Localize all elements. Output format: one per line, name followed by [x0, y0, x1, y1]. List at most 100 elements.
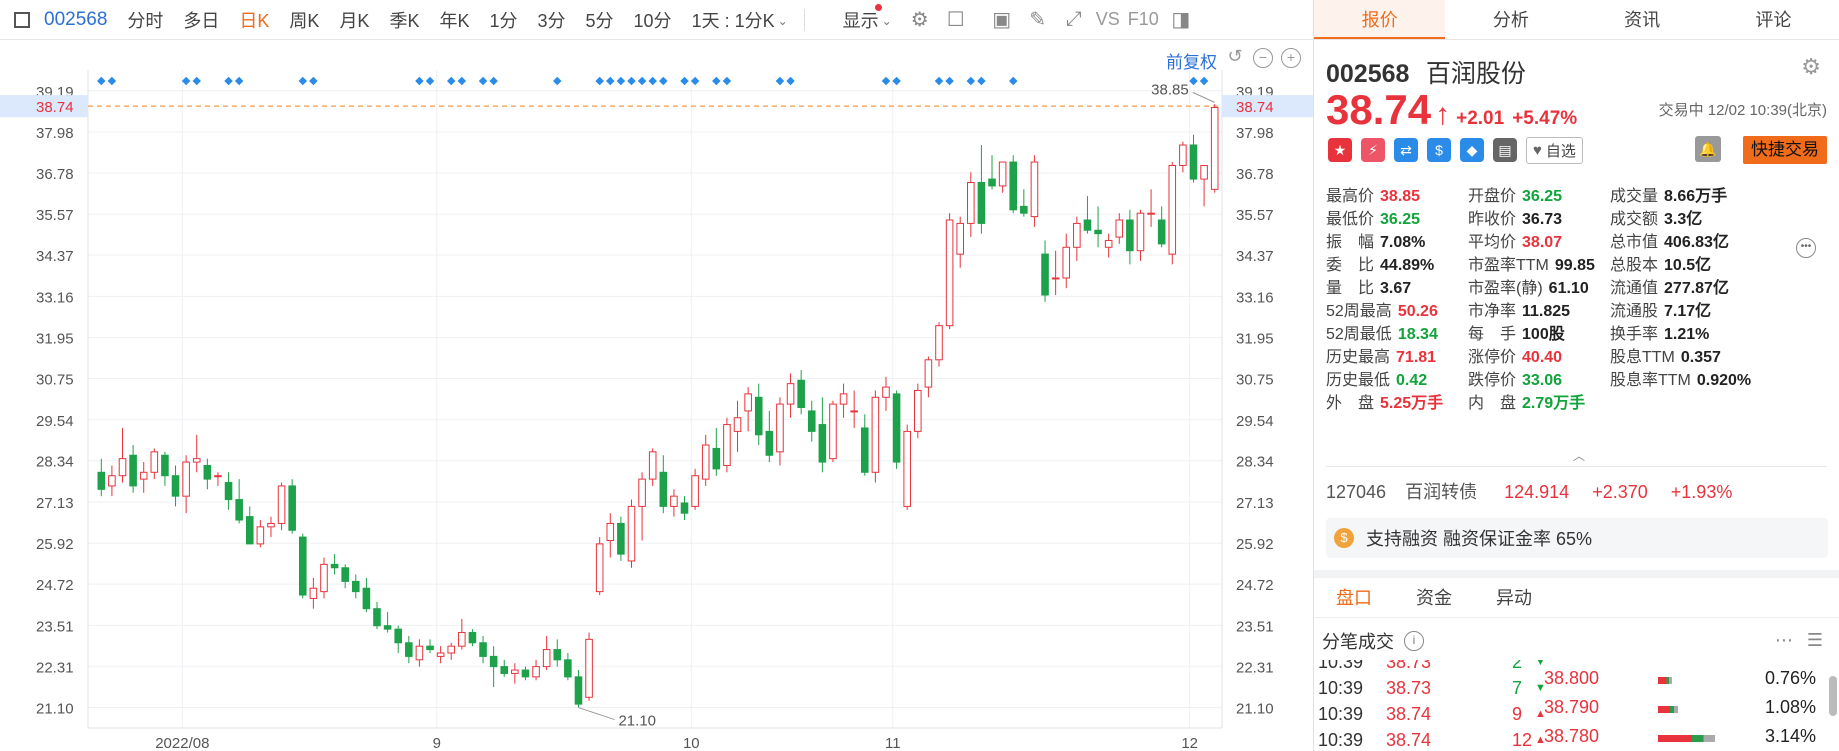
tick-trades-list[interactable]: 10:39 38.73 2 ▼ 10:39 38.73 7 ▼ 10:39 38.74 9 ▲ 10:3… [1314, 660, 1839, 751]
event-marker[interactable] [181, 76, 191, 86]
period-tab[interactable]: 周K [289, 10, 320, 31]
event-marker[interactable] [977, 76, 986, 86]
list-icon[interactable]: ☰ [1806, 630, 1823, 650]
event-marker[interactable] [680, 76, 689, 86]
camera-icon[interactable]: ▣ [992, 9, 1012, 31]
draw-pen-icon[interactable]: ✎ [1029, 9, 1047, 31]
event-marker[interactable] [659, 76, 668, 86]
display-menu[interactable]: 显示 ⌄ [842, 10, 892, 31]
more-icon[interactable]: ••• [1796, 238, 1816, 258]
reset-icon[interactable]: ↺ [1227, 46, 1243, 66]
info-icon[interactable]: i [1404, 631, 1424, 651]
candle-body [447, 645, 456, 654]
settings-icon[interactable]: ⚙ [910, 9, 929, 31]
event-marker[interactable] [637, 76, 647, 86]
sub-tab[interactable]: 盘口 [1336, 588, 1372, 608]
event-marker[interactable] [892, 76, 901, 86]
event-marker[interactable] [1199, 76, 1209, 86]
quick-trade-button[interactable]: 快捷交易 [1743, 136, 1827, 164]
f10-button[interactable]: F10 [1127, 9, 1159, 29]
zoom-in-icon[interactable]: + [1281, 48, 1301, 68]
shuffle-icon[interactable]: ⇄ [1394, 138, 1418, 162]
event-marker[interactable] [457, 76, 467, 86]
event-marker[interactable] [553, 76, 562, 86]
candle-body [298, 536, 307, 596]
event-marker[interactable] [690, 76, 700, 86]
period-tab[interactable]: 3分 [537, 10, 566, 31]
event-marker[interactable] [97, 76, 106, 86]
sub-tab[interactable]: 异动 [1496, 588, 1532, 608]
event-marker[interactable] [425, 76, 435, 86]
period-tab[interactable]: 1分 [489, 10, 518, 31]
candle-body [521, 669, 530, 678]
collapse-chevron-icon[interactable]: ︿ [1573, 449, 1586, 463]
event-marker[interactable] [945, 76, 954, 86]
sidebar-toggle-icon[interactable] [14, 11, 30, 28]
note-icon[interactable]: ▤ [1493, 138, 1517, 162]
panel-tab[interactable]: 分析 [1492, 10, 1529, 30]
zoom-out-icon[interactable]: − [1253, 48, 1273, 68]
event-marker[interactable] [415, 76, 424, 86]
convertible-bond-row[interactable]: 127046 百润转债 124.914 +2.370 +1.93% [1326, 478, 1746, 504]
event-marker[interactable] [446, 76, 456, 86]
fullscreen-icon[interactable]: ⤢ [1065, 8, 1082, 30]
period-tab[interactable]: 5分 [585, 10, 614, 31]
quote-stat: 52周最低 18.34 [1326, 320, 1438, 344]
stock-code-link[interactable]: 002568 [44, 8, 108, 30]
period-tab[interactable]: 分时 [127, 10, 164, 31]
tag-icon[interactable]: ◆ [1460, 138, 1484, 162]
add-watchlist-button[interactable]: ♥ 自选 [1526, 136, 1583, 164]
event-marker[interactable] [1008, 76, 1018, 86]
event-marker[interactable] [786, 76, 795, 86]
dollar-icon[interactable]: $ [1427, 138, 1451, 162]
adjust-price-toggle[interactable]: 前复权 [1166, 53, 1217, 72]
stat-value: 38.07 [1522, 234, 1563, 251]
event-marker[interactable] [309, 76, 318, 86]
period-tab[interactable]: 月K [339, 10, 370, 31]
event-marker[interactable] [192, 76, 201, 86]
event-marker[interactable] [606, 76, 615, 86]
candle-body [807, 410, 816, 432]
panel-tab[interactable]: 评论 [1755, 10, 1792, 30]
period-select[interactable]: 1天 : 1分K ⌄ [691, 10, 788, 31]
event-marker[interactable] [478, 76, 488, 86]
china-flag-icon[interactable]: ★ [1328, 138, 1352, 162]
event-marker[interactable] [627, 76, 636, 86]
event-marker[interactable] [1189, 76, 1198, 86]
panel-tab[interactable]: 资讯 [1624, 10, 1661, 30]
event-marker[interactable] [107, 76, 117, 86]
event-marker[interactable] [934, 76, 944, 86]
period-tab[interactable]: 日K [239, 10, 270, 31]
event-marker[interactable] [489, 76, 498, 86]
panel-toggle-icon[interactable]: ◨ [1171, 9, 1191, 31]
candle-body [712, 447, 721, 470]
compare-vs-button[interactable]: VS [1095, 9, 1120, 29]
period-tab[interactable]: 年K [439, 10, 470, 31]
event-marker[interactable] [966, 76, 976, 86]
event-marker[interactable] [224, 76, 233, 86]
bell-icon[interactable]: 🔔 [1695, 136, 1721, 162]
period-tab[interactable]: 季K [389, 10, 420, 31]
gear-icon[interactable]: ⚙ [1801, 54, 1821, 79]
period-tab[interactable]: 10分 [633, 10, 672, 31]
event-marker[interactable] [298, 76, 308, 86]
event-marker[interactable] [595, 76, 604, 86]
panel-tab[interactable]: 报价 [1314, 0, 1446, 39]
event-marker[interactable] [648, 76, 657, 86]
kline-chart-area[interactable]: 39.19 39.19 37.98 37.98 36.78 36.78 35.57 35.57… [0, 40, 1313, 751]
scrollbar[interactable] [1829, 676, 1837, 716]
more-icon[interactable]: ⋯ [1774, 630, 1793, 650]
event-marker[interactable] [234, 76, 244, 86]
overlay-square-icon[interactable]: ☐ [946, 9, 965, 31]
event-marker[interactable] [775, 76, 785, 86]
event-marker[interactable] [722, 76, 732, 86]
sub-tab[interactable]: 资金 [1416, 588, 1452, 608]
event-marker[interactable] [616, 76, 626, 86]
event-marker[interactable] [881, 76, 891, 86]
period-tab[interactable]: 多日 [183, 10, 220, 31]
candle-body [553, 649, 562, 661]
flash-icon[interactable]: ⚡ [1361, 138, 1385, 162]
tick-trades-title: 分笔成交 [1322, 632, 1394, 652]
event-marker[interactable] [712, 76, 721, 86]
